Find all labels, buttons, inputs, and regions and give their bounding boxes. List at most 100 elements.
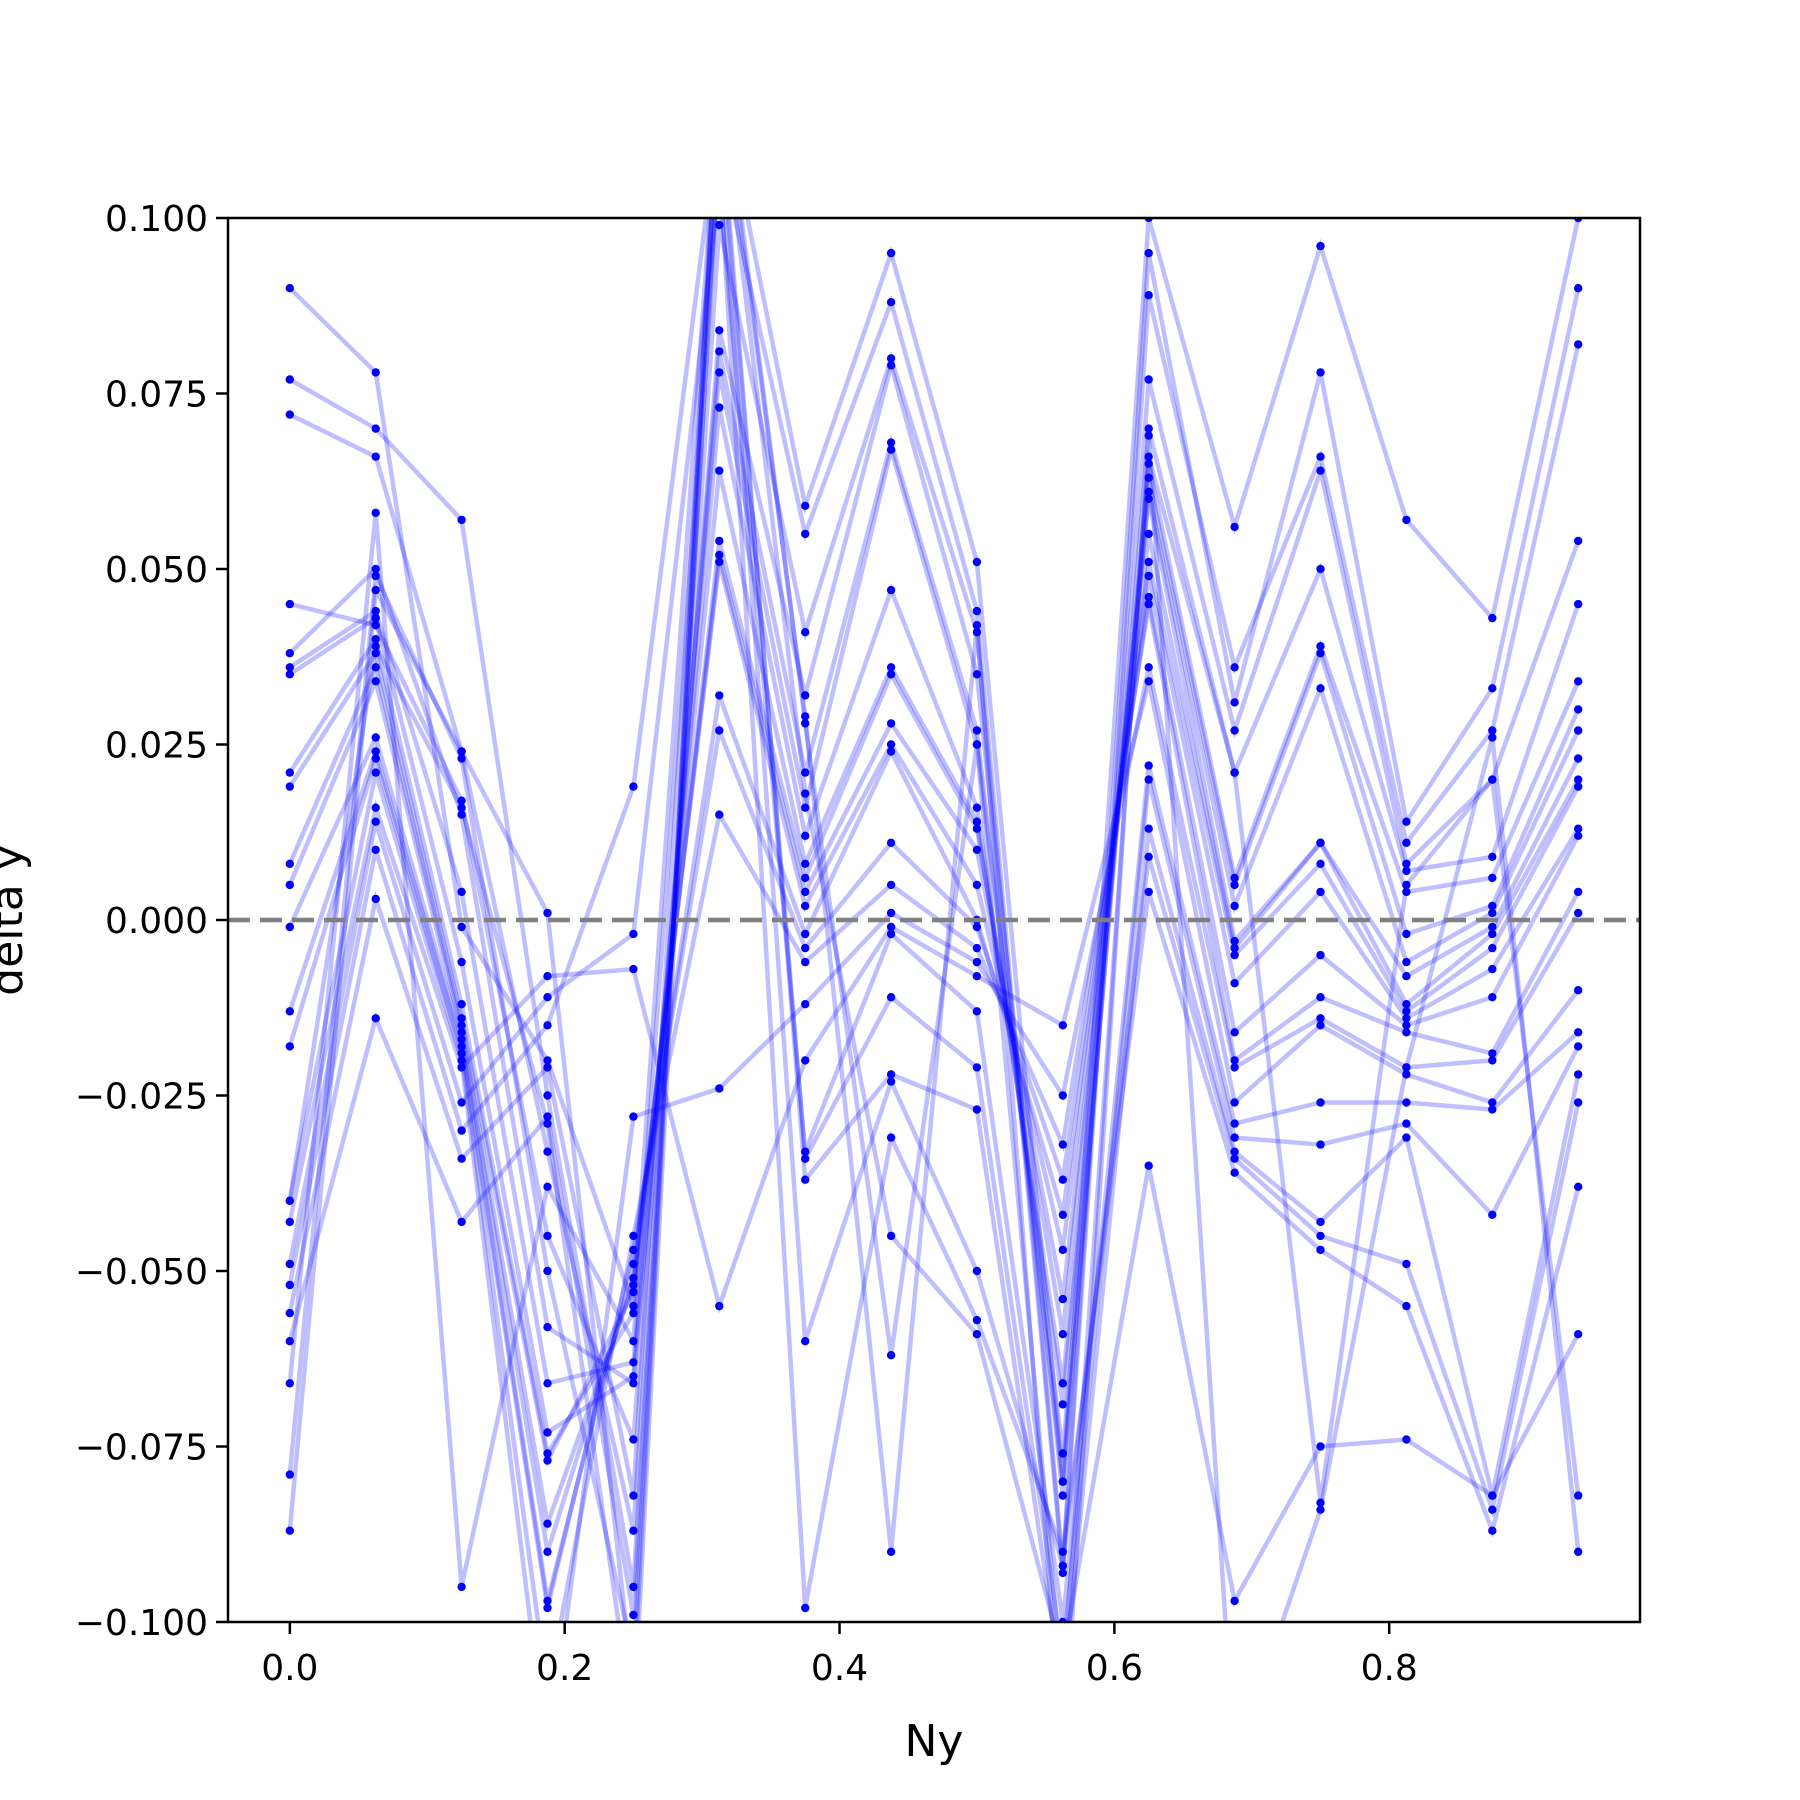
data-point [1144, 424, 1153, 433]
data-point [1144, 824, 1153, 833]
data-point [715, 220, 724, 230]
data-point [1316, 241, 1325, 251]
data-point [715, 1084, 724, 1093]
data-point [1574, 1330, 1583, 1339]
data-point [371, 613, 380, 623]
data-point [886, 908, 896, 918]
data-point [1488, 613, 1497, 623]
data-point [801, 859, 810, 868]
data-point [715, 726, 724, 735]
data-point [1402, 880, 1411, 890]
y-axis-label: delta y [0, 844, 33, 995]
data-point [629, 1379, 638, 1388]
data-point [972, 621, 982, 630]
data-point [715, 466, 724, 475]
data-point [972, 957, 982, 967]
data-point [371, 845, 380, 854]
data-point [371, 803, 380, 812]
data-point [457, 1126, 466, 1135]
data-point [715, 326, 724, 335]
data-point [1144, 529, 1153, 539]
data-point [1144, 431, 1153, 440]
data-point [457, 957, 466, 967]
y-tick-label: 0.025 [105, 726, 208, 767]
data-point [1488, 1049, 1497, 1058]
data-point [543, 1091, 552, 1100]
data-point [629, 1231, 638, 1241]
data-point [1488, 901, 1497, 911]
data-point [1488, 922, 1497, 932]
data-point [1230, 1063, 1239, 1072]
data-point [972, 628, 982, 637]
data-point [886, 747, 896, 756]
data-point [371, 424, 380, 433]
data-point [285, 375, 294, 384]
y-axis: −0.100 −0.075 −0.050 −0.025 0.000 0.025 0.050 0… [75, 199, 228, 1644]
data-point [371, 1014, 380, 1023]
data-point [1230, 1147, 1239, 1156]
data-point [715, 179, 723, 187]
data-point [886, 663, 896, 672]
data-point [972, 1063, 982, 1072]
data-point [543, 1428, 552, 1437]
data-point [371, 635, 380, 644]
series-line-11 [287, 561, 1581, 1553]
data-point [1402, 1133, 1411, 1142]
x-axis-label: Ny [905, 1716, 964, 1767]
data-point [543, 1063, 552, 1072]
data-point [1316, 1442, 1325, 1451]
data-point [1230, 936, 1239, 946]
data-point [1488, 993, 1497, 1002]
data-point [285, 922, 294, 932]
data-point [371, 747, 380, 756]
data-point [1144, 248, 1153, 258]
data-point [1316, 1505, 1325, 1514]
data-point [1144, 761, 1153, 770]
data-point [285, 1470, 294, 1479]
data-point [1402, 1000, 1411, 1009]
y-tick-label: 0.050 [105, 550, 208, 591]
data-point [629, 1308, 638, 1318]
data-point [1316, 368, 1325, 377]
data-point [1316, 1021, 1325, 1030]
data-point [886, 438, 896, 447]
data-point [1230, 768, 1239, 777]
data-point [457, 754, 466, 763]
data-point [801, 929, 810, 939]
data-point [543, 1182, 552, 1192]
data-point [1316, 950, 1325, 960]
series-line-4 [289, 329, 1581, 1496]
data-point [886, 585, 896, 595]
data-point [543, 1119, 552, 1128]
data-point [801, 831, 810, 840]
data-point [1058, 1568, 1068, 1578]
data-point [371, 649, 380, 658]
data-point [1574, 726, 1583, 735]
data-point [285, 1196, 294, 1206]
data-point [543, 1056, 552, 1065]
data-point [543, 1603, 552, 1613]
data-point [1574, 831, 1583, 840]
data-point [285, 1526, 294, 1535]
data-point [285, 1259, 294, 1269]
data-point [801, 789, 810, 798]
data-point [1144, 775, 1153, 784]
data-point [1144, 487, 1153, 496]
data-point [801, 768, 810, 777]
data-point [1402, 1435, 1411, 1444]
data-point [715, 1301, 724, 1311]
data-point [972, 972, 982, 981]
data-point [629, 1337, 638, 1346]
data-point [629, 1259, 638, 1269]
data-point [457, 747, 466, 756]
data-point [1488, 1491, 1497, 1500]
data-point [1488, 684, 1497, 693]
data-point [1058, 1477, 1068, 1486]
data-point [715, 144, 723, 152]
data-point [886, 445, 896, 454]
data-point [886, 838, 896, 847]
data-point [1059, 1688, 1067, 1696]
data-point [715, 550, 724, 560]
data-point [1058, 1021, 1068, 1030]
data-point [801, 803, 810, 812]
